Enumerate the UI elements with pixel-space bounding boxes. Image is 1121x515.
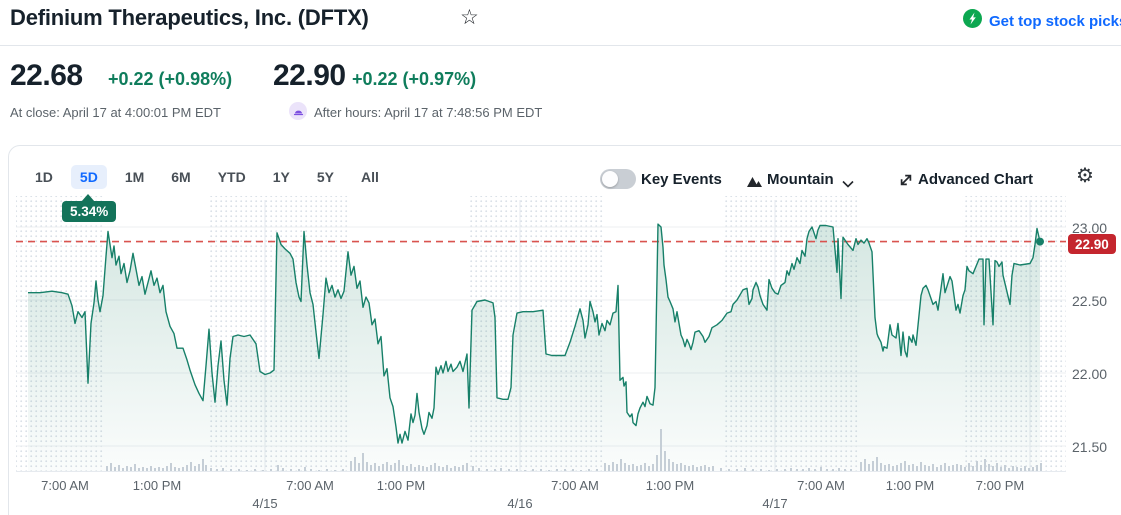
chart-type-select[interactable]: Mountain xyxy=(767,171,834,188)
range-button-6m[interactable]: 6M xyxy=(171,169,191,185)
x-axis-date-tick: 4/17 xyxy=(762,496,788,511)
x-axis-time-tick: 1:00 PM xyxy=(132,478,182,493)
regular-market-price: 22.68 xyxy=(10,59,83,92)
range-selector: 1D 5D 1M 6M YTD 1Y 5Y All xyxy=(26,165,388,189)
expand-arrow-icon xyxy=(899,173,913,187)
range-change-badge: 5.34% xyxy=(62,194,117,222)
range-button-1y[interactable]: 1Y xyxy=(272,169,290,185)
after-hours-moon-icon xyxy=(289,102,307,120)
follow-star-icon[interactable]: ☆ xyxy=(460,6,479,29)
range-button-1m[interactable]: 1M xyxy=(124,169,145,185)
x-axis-date-tick: 4/16 xyxy=(507,496,533,511)
post-market-price: 22.90 xyxy=(273,59,346,92)
chart-card xyxy=(8,145,1121,515)
x-axis-time-tick: 7:00 PM xyxy=(975,478,1025,493)
y-axis-tick: 23.00 xyxy=(1072,220,1108,236)
x-axis-date-tick: 4/15 xyxy=(252,496,278,511)
after-hours-note: After hours: April 17 at 7:48:56 PM EDT xyxy=(314,105,543,120)
range-button-5y[interactable]: 5Y xyxy=(316,169,334,185)
badge-caret xyxy=(81,194,95,202)
y-axis-tick: 21.50 xyxy=(1072,439,1108,455)
header-divider xyxy=(0,45,1121,46)
chevron-down-icon xyxy=(842,180,854,188)
premium-link[interactable]: Get top stock picks xyxy=(963,9,1121,33)
y-axis-tick: 22.00 xyxy=(1072,366,1108,382)
advanced-chart-button[interactable]: Advanced Chart xyxy=(918,171,1034,188)
range-button-all[interactable]: All xyxy=(360,169,379,185)
key-events-label: Key Events xyxy=(641,171,722,188)
y-axis-tick: 22.50 xyxy=(1072,293,1108,309)
page-title: Definium Therapeutics, Inc. (DFTX) xyxy=(10,5,369,30)
x-axis-time-tick: 7:00 AM xyxy=(286,478,334,493)
current-price-badge: 22.90 xyxy=(1068,234,1116,254)
x-axis-time-tick: 7:00 AM xyxy=(551,478,599,493)
regular-market-change: +0.22 (+0.98%) xyxy=(108,69,233,89)
x-axis-time-tick: 7:00 AM xyxy=(797,478,845,493)
range-button-5d[interactable]: 5D xyxy=(70,165,107,189)
range-button-1d[interactable]: 1D xyxy=(35,169,53,185)
x-axis-time-tick: 7:00 AM xyxy=(41,478,89,493)
x-axis-time-tick: 1:00 PM xyxy=(885,478,935,493)
toggle-knob xyxy=(602,171,618,187)
gear-icon[interactable]: ⚙ xyxy=(1076,165,1094,187)
at-close-note: At close: April 17 at 4:00:01 PM EDT xyxy=(10,105,221,120)
x-axis-time-tick: 1:00 PM xyxy=(376,478,426,493)
mountain-icon xyxy=(747,176,762,187)
key-events-toggle[interactable] xyxy=(600,169,636,189)
post-market-change: +0.22 (+0.97%) xyxy=(352,69,477,89)
x-axis-time-tick: 1:00 PM xyxy=(645,478,695,493)
premium-link-label: Get top stock picks xyxy=(989,12,1121,30)
premium-bolt-icon xyxy=(963,9,982,33)
range-button-ytd[interactable]: YTD xyxy=(217,169,246,185)
